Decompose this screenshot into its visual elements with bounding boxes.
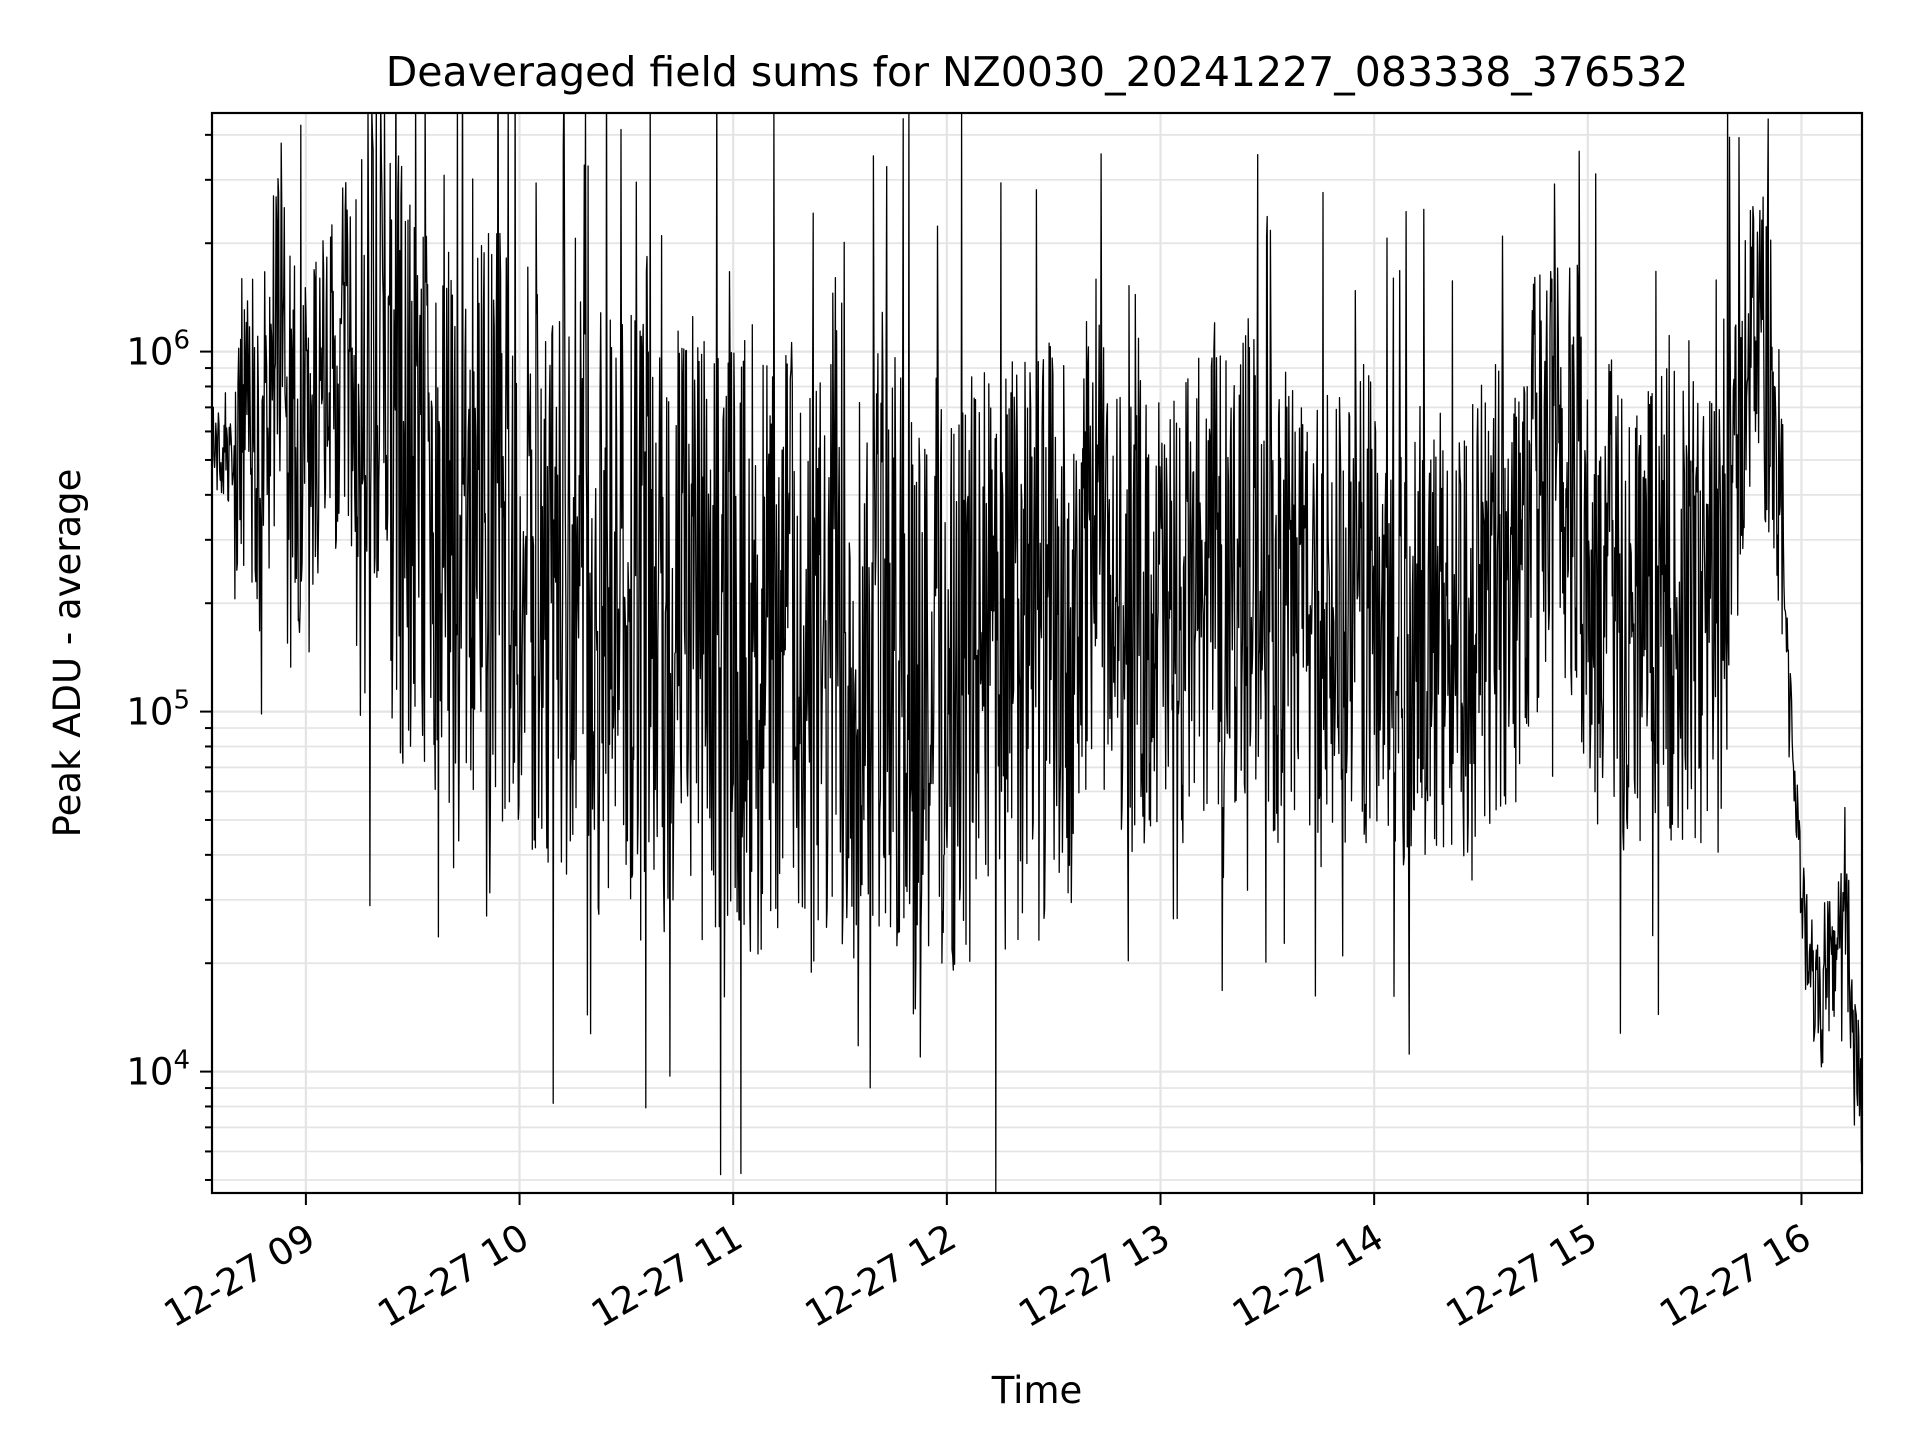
x-tick-label: 12-27 15 [1439,1216,1605,1336]
y-axis-label: Peak ADU - average [46,469,89,838]
y-tick-label: 104 [126,1046,190,1094]
y-tick-label: 106 [126,326,190,374]
x-axis-label: Time [991,1369,1083,1412]
x-tick-label: 12-27 13 [1011,1216,1177,1336]
x-tick-label: 12-27 14 [1225,1216,1391,1336]
x-tick-label: 12-27 11 [584,1216,750,1336]
x-tick-label: 12-27 10 [370,1216,536,1336]
series-layer [212,113,1862,1193]
y-tick-label: 105 [126,686,190,734]
series-line-0 [212,113,1862,1193]
x-tick-label: 12-27 09 [157,1216,323,1336]
x-tick-label: 12-27 16 [1652,1216,1818,1336]
x-tick-label: 12-27 12 [798,1216,964,1336]
chart-title: Deaveraged field sums for NZ0030_2024122… [386,48,1689,96]
plot-frame [210,111,1864,1195]
